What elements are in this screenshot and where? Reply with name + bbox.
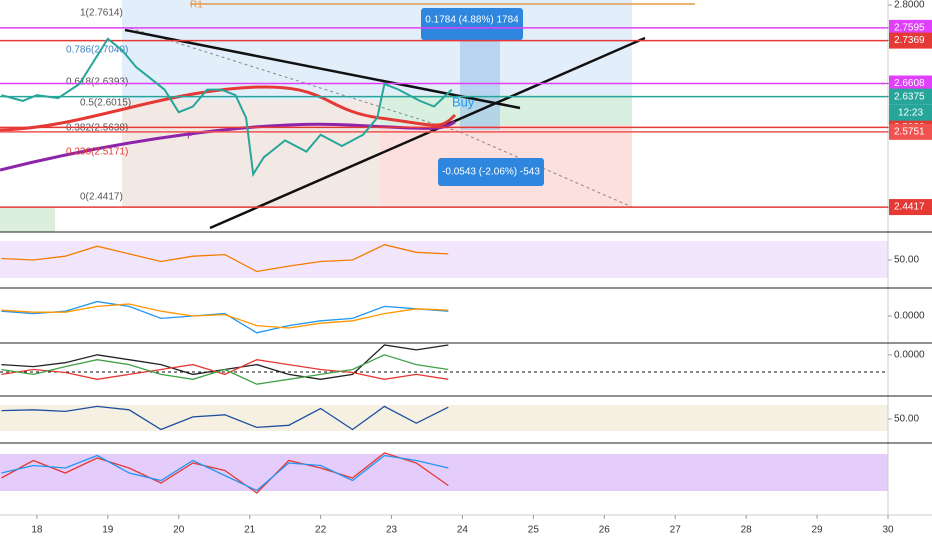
pivot-label: P (187, 131, 194, 142)
x-tick-label: 23 (386, 525, 398, 536)
y-tick-label: 0.0000 (894, 311, 925, 322)
price-badge (889, 32, 932, 49)
countdown-badge (889, 104, 932, 121)
ma-line (0, 85, 457, 132)
x-tick-label: 21 (244, 525, 256, 536)
x-tick-label: 22 (315, 525, 327, 536)
series-line (1, 37, 453, 178)
target-badge (421, 8, 523, 40)
x-tick-label: 29 (812, 525, 824, 536)
series-line (1, 452, 449, 494)
y-tick-label: 50.00 (894, 255, 919, 266)
price-badge (889, 123, 932, 140)
y-tick-label: 2.6608 (894, 78, 925, 89)
x-tick-label: 18 (31, 525, 43, 536)
r1-label: R1 (190, 0, 203, 11)
x-tick-label: 25 (528, 525, 540, 536)
trend-line (209, 36, 646, 230)
price-badge (889, 199, 932, 216)
price-badge (889, 75, 932, 92)
series-line (1, 359, 449, 380)
x-tick-label: 28 (741, 525, 753, 536)
countdown: 12:23 (898, 107, 923, 118)
rsi-band (0, 241, 888, 278)
x-tick-label: 30 (882, 525, 894, 536)
fib-label: 1(2.7614) (80, 8, 123, 19)
y-tick-label: 2.5751 (894, 126, 925, 137)
series-line (1, 354, 449, 385)
series-line (1, 244, 449, 273)
buy-label: Buy (452, 94, 475, 109)
x-tick-label: 19 (102, 525, 114, 536)
y-tick-label: 2.7595 (894, 22, 925, 33)
fib-label: 0(2.4417) (80, 192, 123, 203)
x-tick-label: 20 (173, 525, 185, 536)
fib-label: 0.618(2.6393) (66, 77, 128, 88)
price-badge (889, 88, 932, 105)
trend-dashed (459, 131, 633, 208)
target-label: 0.1784 (4.88%) 1784 (425, 15, 519, 26)
y-tick-label: 2.8000 (894, 0, 925, 11)
fib-label: 0.236(2.5171) (66, 147, 128, 158)
stop-label: -0.0543 (-2.06%) -543 (442, 167, 540, 178)
y-tick-label: 50.00 (894, 414, 919, 425)
series-line (1, 454, 449, 492)
trend-line (124, 28, 521, 110)
series-line (1, 405, 449, 431)
series-line (1, 300, 449, 334)
price-badge (889, 19, 932, 36)
y-tick-label: 2.7369 (894, 35, 925, 46)
fib-label: 0.786(2.7040) (66, 45, 128, 56)
x-tick-label: 26 (599, 525, 611, 536)
y-tick-label: 2.6375 (894, 91, 925, 102)
y-tick-label: 0.0000 (894, 349, 925, 360)
fib-label: 0.5(2.6015) (80, 98, 131, 109)
series-line (1, 303, 449, 329)
x-tick-label: 24 (457, 525, 469, 536)
y-tick-label: 2.4417 (894, 202, 925, 213)
trend-dashed (129, 27, 461, 133)
stoch-band (0, 454, 888, 491)
stop-badge (438, 158, 544, 186)
pane-box (0, 207, 55, 232)
x-tick-label: 27 (670, 525, 682, 536)
fib-zone-top (122, 0, 632, 100)
